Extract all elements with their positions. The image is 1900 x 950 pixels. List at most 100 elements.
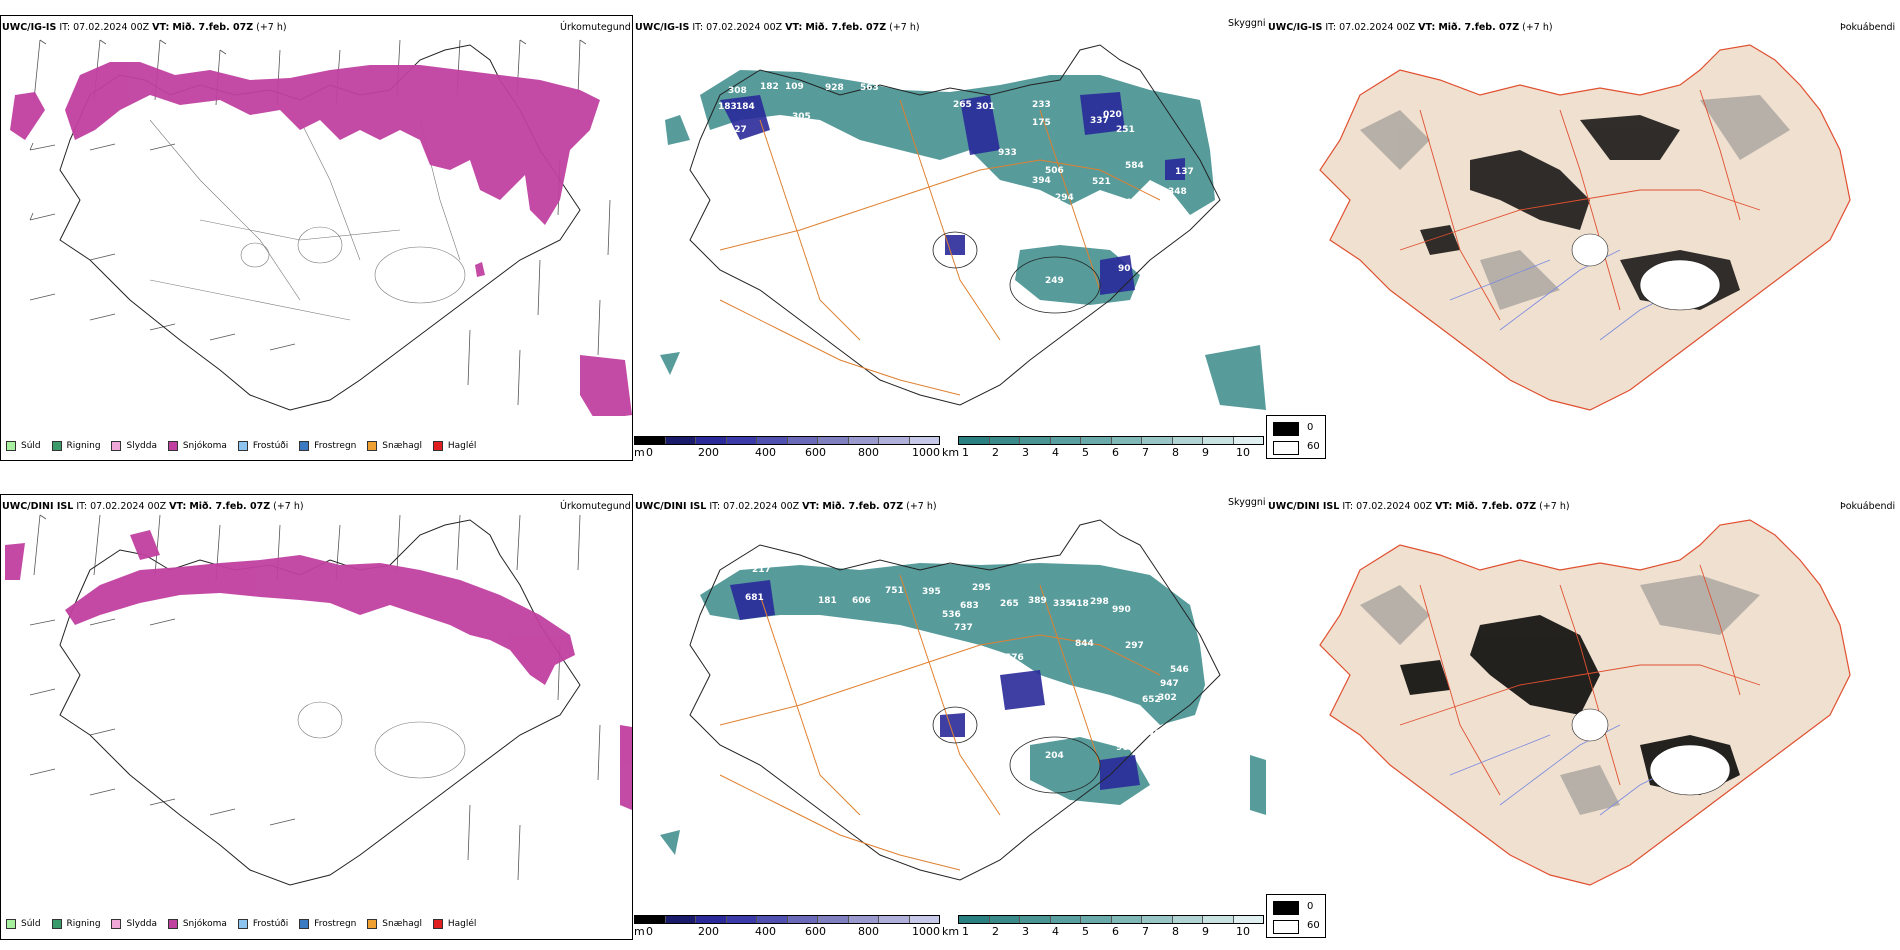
ceiling-label: 928 (825, 83, 844, 93)
low-ceiling-spots (720, 92, 1185, 295)
visibility-colorbar (958, 436, 1264, 445)
ceiling-label: 348 (1168, 187, 1187, 197)
fog-low-swatch (1273, 441, 1299, 455)
row-2: UWC/DINI ISL IT: 07.02.2024 00Z VT: Mið.… (0, 475, 1900, 950)
roads (719, 99, 1161, 396)
wind-barbs (29, 39, 611, 406)
visibility-unit: km (942, 446, 960, 459)
hail-swatch (432, 441, 443, 451)
ptype-map-frame (0, 15, 633, 461)
ceiling-label: 137 (1175, 167, 1194, 177)
rain-swatch (51, 441, 62, 451)
iceland-outline (689, 44, 1221, 406)
ptype-map (10, 39, 632, 416)
fog-high-swatch (1273, 422, 1299, 436)
freezing-drizzle-swatch (237, 441, 248, 451)
it-label: IT: (59, 22, 71, 33)
ceiling-label: 427 (728, 125, 747, 135)
ceiling-label: 308 (728, 86, 747, 96)
ceiling-tick: 400 (755, 446, 776, 459)
ceiling-tick: 1000 (912, 446, 940, 459)
ceiling-colorbar (634, 915, 940, 924)
ceiling-tick: 800 (858, 446, 879, 459)
ceiling-label: 933 (998, 148, 1017, 158)
ceiling-label: 394 (1032, 176, 1051, 186)
low-visibility-areas (660, 70, 1266, 410)
visibility-tick: 6 (1112, 446, 1119, 459)
ceiling-label: 020 (1103, 110, 1122, 120)
vis-product-title: Skyggni (1228, 18, 1266, 29)
fog-legend: 0 60 (1266, 894, 1326, 938)
ceiling-label: 584 (1125, 161, 1144, 171)
drizzle-swatch (6, 441, 16, 451)
sleet-swatch (111, 441, 122, 451)
ptype-map (5, 514, 632, 886)
ptype-legend: Súld Rigning Slydda Snjókoma Frostúði Fr… (6, 441, 484, 454)
legend-item-snow-pellets: Snæhagl (367, 441, 422, 451)
ceiling-label: 182 (760, 82, 779, 92)
fog-map-title: UWC/DINI ISL IT: 07.02.2024 00Z VT: Mið.… (1268, 501, 1570, 512)
snow-swatch (167, 441, 178, 451)
ceiling-label: 521 (1092, 177, 1111, 187)
fog-shading (1420, 115, 1740, 310)
ptype-map-title: UWC/IG-IS IT: 07.02.2024 00Z VT: Mið. 7.… (2, 22, 287, 34)
ceiling-label: 301 (976, 102, 995, 112)
fog-product-title: Þokuábendi (1840, 22, 1896, 33)
ptype-legend: Súld Rigning Slydda Snjókoma Frostúði Fr… (6, 919, 484, 932)
ceiling-tick: 0 (646, 446, 653, 459)
ptype-map-title: UWC/DINI ISL IT: 07.02.2024 00Z VT: Mið.… (2, 501, 304, 512)
legend-item-freezing-drizzle: Frostúði (237, 441, 288, 451)
ceiling-label: 233 (1032, 100, 1051, 110)
lead-time: (+7 h) (256, 22, 287, 33)
ptype-product-title: Úrkomutegund (560, 501, 631, 512)
model-name: UWC/IG-IS (2, 22, 57, 33)
ceiling-label: 337 (1090, 116, 1109, 126)
visibility-tick: 5 (1082, 446, 1089, 459)
visibility-tick: 2 (992, 446, 999, 459)
visibility-tick: 7 (1142, 446, 1149, 459)
ceiling-label: 251 (1116, 125, 1135, 135)
ceiling-label: 563 (860, 83, 879, 93)
freezing-rain-swatch (299, 441, 310, 451)
ceiling-label: 175 (1032, 118, 1051, 128)
fog-map-title: UWC/IG-IS IT: 07.02.2024 00Z VT: Mið. 7.… (1268, 22, 1553, 33)
ceiling-tick: 200 (698, 446, 719, 459)
ceiling-label: 109 (785, 82, 804, 92)
vt-label: VT: (152, 22, 170, 33)
visibility-tick: 9 (1202, 446, 1209, 459)
ceiling-label: 183 (718, 102, 737, 112)
fog-high-label: 0 (1307, 422, 1314, 433)
vis-map-title: UWC/DINI ISL IT: 07.02.2024 00Z VT: Mið.… (635, 501, 937, 512)
ptype-product-title: Úrkomutegund (560, 22, 631, 33)
vt-value: Mið. 7.feb. 07Z (172, 22, 254, 33)
ceiling-label: 184 (736, 102, 755, 112)
vis-map-title: UWC/IG-IS IT: 07.02.2024 00Z VT: Mið. 7.… (635, 22, 920, 33)
row-1: UWC/IG-IS IT: 07.02.2024 00Z VT: Mið. 7.… (0, 15, 1896, 461)
ceiling-tick: 600 (805, 446, 826, 459)
ceiling-label: 294 (1055, 193, 1074, 203)
ceiling-label: 265 (953, 100, 972, 110)
visibility-tick: 8 (1172, 446, 1179, 459)
legend-item-rain: Rigning (51, 441, 101, 451)
visibility-tick: 3 (1022, 446, 1029, 459)
snow-precip (10, 62, 632, 416)
ptype-map-frame (0, 494, 633, 940)
visibility-colorbar (958, 915, 1264, 924)
ceiling-label: 506 (1045, 166, 1064, 176)
legend-item-drizzle: Súld (6, 441, 41, 451)
legend-item-snow: Snjókoma (167, 441, 227, 451)
visibility-tick: 1 (962, 446, 969, 459)
ceiling-label: 305 (792, 112, 811, 122)
legend-item-hail: Haglél (432, 441, 476, 451)
visibility-tick: 4 (1052, 446, 1059, 459)
legend-item-sleet: Slydda (111, 441, 157, 451)
vis-product-title: Skyggni (1228, 497, 1266, 508)
fog-legend: 0 60 (1266, 415, 1326, 459)
snow-pellets-swatch (367, 441, 378, 451)
snow-precip (5, 530, 632, 810)
fog-low-label: 60 (1307, 441, 1320, 452)
ceiling-label: 249 (1045, 276, 1064, 286)
fog-product-title: Þokuábendi (1840, 501, 1896, 512)
ceiling-label: 111 (1120, 198, 1139, 208)
ceiling-label: 90 (1118, 264, 1131, 274)
